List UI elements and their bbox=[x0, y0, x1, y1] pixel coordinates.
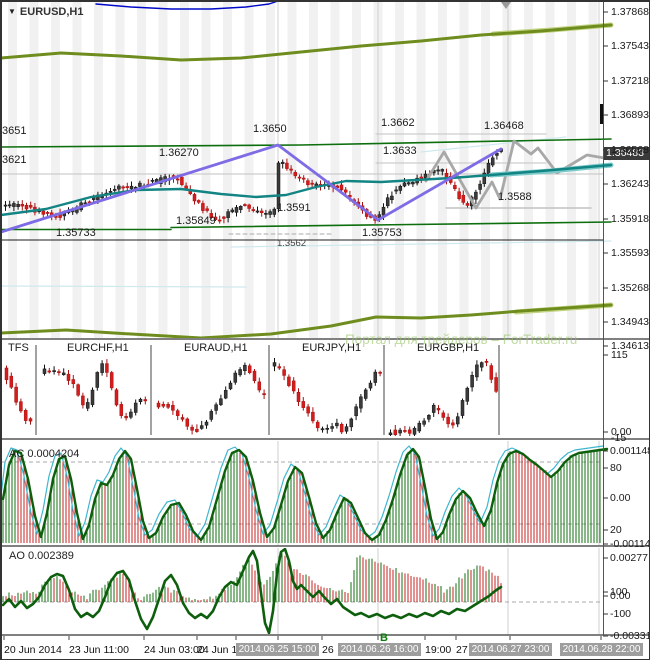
chart-annotation-6: 1.36468 bbox=[484, 120, 524, 132]
current-bar-marker bbox=[600, 104, 604, 124]
ac-indicator-name: AC bbox=[9, 448, 25, 460]
chart-annotation-1: 3621 bbox=[2, 154, 27, 166]
symbol-label: ▼ EURUSD,H1 bbox=[8, 6, 84, 18]
blue-band-upper bbox=[95, 1, 279, 10]
ac-indicator-value: 0.0004204 bbox=[27, 448, 80, 460]
time-axis-label-6: 27 bbox=[456, 644, 468, 656]
chart-annotation-8: 1.3588 bbox=[498, 191, 532, 203]
time-axis-label-0: 20 Jun 2014 bbox=[4, 644, 62, 656]
symbol-text: EURUSD,H1 bbox=[19, 6, 84, 18]
teal-moving-average bbox=[1, 163, 613, 217]
time-axis-label-2: 24 Jun 03:00 bbox=[144, 644, 205, 656]
purple-zigzag bbox=[1, 143, 503, 234]
price-tick-label-1: 1.37543 bbox=[611, 40, 649, 52]
price-tick-label-3: 1.36893 bbox=[611, 109, 649, 121]
sell-arrow-icon bbox=[501, 2, 511, 9]
time-axis-label-1: 23 Jun 11:00 bbox=[69, 644, 129, 656]
ao-main-line bbox=[1, 547, 503, 635]
price-tick-label-0: 1.37868 bbox=[611, 6, 649, 18]
ac-scale-label-2: 0.00 bbox=[610, 492, 631, 504]
ao-panel-label: AO 0.002389 bbox=[9, 550, 74, 562]
minichart-symbol-label-1: EURAUD,H1 bbox=[184, 342, 248, 354]
price-tick-label-5: 1.36243 bbox=[611, 178, 649, 190]
chart-annotation-2: 1.36270 bbox=[159, 147, 199, 159]
green-level-2b bbox=[170, 221, 612, 229]
chart-annotation-3: 1.3650 bbox=[253, 123, 287, 135]
chart-annotation-7: 1.3591 bbox=[277, 202, 311, 214]
tfs-scale-label-2: -15 bbox=[611, 432, 627, 444]
time-axis-label-5: 19:00 bbox=[425, 644, 452, 656]
price-tick-label-10: 1.34613 bbox=[611, 340, 649, 352]
ao-scale-label-3: -100 bbox=[610, 608, 632, 620]
chart-annotation-9: 1.35849 bbox=[176, 215, 216, 227]
minichart-symbol-label-0: EURCHF,H1 bbox=[67, 342, 129, 354]
olive-band-upper bbox=[1, 23, 613, 62]
tfs-scale-label-0: 115 bbox=[611, 349, 628, 361]
ao-scale-label-4: -0.003316 bbox=[610, 630, 649, 642]
cyan-faint-1 bbox=[230, 240, 612, 248]
time-axis-highlight-1: 2014.06.26 16:00 bbox=[338, 643, 421, 656]
price-tick-label-6: 1.35918 bbox=[611, 213, 649, 225]
ac-panel-label: AC 0.0004204 bbox=[9, 448, 79, 460]
cyan-faint-2 bbox=[1, 285, 247, 288]
price-tick-label-4: 1.36568 bbox=[611, 144, 649, 156]
minichart-symbol-label-2: EURJPY,H1 bbox=[302, 342, 362, 354]
ao-scale-label-1: 100 bbox=[610, 586, 628, 598]
ac-indicator bbox=[1, 445, 609, 543]
overlay-lines bbox=[1, 2, 614, 234]
tfs-minicharts bbox=[4, 345, 500, 436]
time-axis-highlight-0: 2014.06.25 15:00 bbox=[236, 643, 319, 656]
time-axis-highlight-2: 2014.06.27 23:00 bbox=[469, 643, 552, 656]
current-price-badge: 1.36483 bbox=[604, 147, 649, 160]
chart-annotation-12: 1.3562 bbox=[277, 238, 307, 249]
ac-main-line bbox=[1, 447, 609, 542]
price-tick-label-9: 1.34943 bbox=[611, 316, 649, 328]
cyan-faint-3 bbox=[420, 136, 567, 153]
time-axis-label-4: 26 bbox=[322, 644, 334, 656]
price-tick-label-2: 1.37218 bbox=[611, 75, 649, 87]
band-and-level-lines bbox=[1, 1, 614, 340]
olive-band-lower bbox=[1, 303, 613, 340]
chart-annotation-4: 1.3662 bbox=[381, 117, 415, 129]
chart-annotation-11: 1.35753 bbox=[362, 227, 402, 239]
ao-indicator-value: 0.002389 bbox=[27, 550, 74, 562]
time-axis-highlight-3: 2014.06.28 22:00 bbox=[560, 643, 643, 656]
watermark: Портал для трейдеров – ForTrader.ru bbox=[345, 332, 578, 347]
ao-scale-label-2: 0.00 bbox=[610, 590, 631, 602]
tfs-scale-label-1: 0.00 bbox=[611, 426, 632, 438]
chart-annotation-10: 1.35733 bbox=[56, 227, 96, 239]
time-axis-label-3: 24 Jun 19 bbox=[197, 644, 244, 656]
ac-scale-label-1: 80 bbox=[610, 462, 622, 474]
minichart-symbol-label-3: EURGBP,H1 bbox=[417, 342, 480, 354]
ao-scale-label-0: 0.00277 bbox=[610, 552, 648, 564]
ac-scale-label-0: 0.001148 bbox=[610, 445, 650, 457]
chart-annotation-0: 3651 bbox=[2, 125, 27, 137]
ao-indicator bbox=[1, 547, 603, 635]
chart-annotation-5: 1.3633 bbox=[383, 145, 417, 157]
price-tick-label-8: 1.35268 bbox=[611, 282, 649, 294]
ac-scale-label-4: -0.001141 bbox=[610, 538, 649, 550]
price-tick-label-7: 1.35593 bbox=[611, 247, 649, 259]
chevron-down-icon[interactable]: ▼ bbox=[8, 7, 16, 16]
ao-indicator-name: AO bbox=[9, 550, 25, 562]
buy-marker: B bbox=[380, 632, 388, 644]
ac-scale-label-3: 20 bbox=[610, 524, 622, 536]
tfs-panel-label: TFS bbox=[8, 342, 29, 354]
green-level-1 bbox=[1, 138, 612, 148]
